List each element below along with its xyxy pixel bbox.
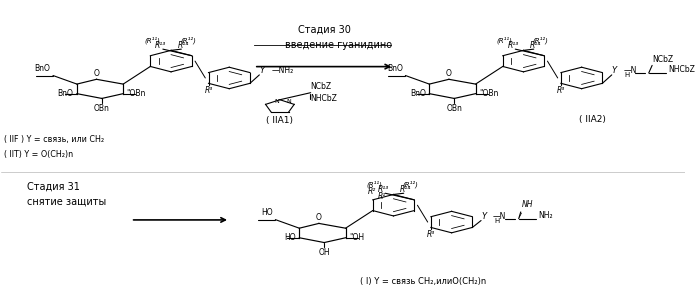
Text: OBn: OBn: [446, 104, 462, 113]
Text: Y: Y: [481, 212, 487, 221]
Text: O: O: [94, 69, 99, 78]
Text: (R¹¹): (R¹¹): [496, 37, 512, 44]
Text: снятие защиты: снятие защиты: [27, 197, 106, 207]
Text: —N: —N: [624, 66, 637, 75]
Text: BnO: BnO: [410, 89, 426, 98]
Text: N: N: [275, 99, 280, 104]
Text: N: N: [287, 99, 291, 104]
Text: R³: R³: [204, 86, 212, 95]
Text: BnO: BnO: [387, 64, 403, 73]
Text: Стадия 30: Стадия 30: [298, 25, 351, 35]
Text: OH: OH: [319, 248, 330, 257]
Text: NCbZ: NCbZ: [310, 82, 332, 91]
Text: R¹⁴: R¹⁴: [530, 41, 542, 50]
Text: (R¹²): (R¹²): [533, 37, 549, 44]
Text: ( IIA2): ( IIA2): [579, 115, 606, 124]
Text: OBn: OBn: [94, 104, 110, 113]
Text: (R¹²): (R¹²): [180, 37, 196, 44]
Text: —N: —N: [493, 212, 506, 221]
Text: ( IIA1): ( IIA1): [266, 116, 294, 125]
Text: H: H: [625, 72, 630, 78]
Text: R³: R³: [557, 86, 565, 95]
Text: введение гуанидино: введение гуанидино: [284, 40, 392, 50]
Text: Y: Y: [259, 66, 264, 75]
Text: R¹⁴: R¹⁴: [178, 41, 189, 50]
Text: R¹³: R¹³: [377, 185, 389, 194]
Text: Y: Y: [612, 66, 617, 75]
Text: BnO: BnO: [57, 89, 73, 98]
Text: H: H: [494, 218, 499, 224]
Text: (R¹¹): (R¹¹): [144, 37, 160, 44]
Text: O: O: [446, 69, 452, 78]
Text: HO: HO: [261, 208, 273, 217]
Text: NH: NH: [521, 201, 533, 209]
Text: "OH: "OH: [349, 233, 364, 242]
Text: "OBn: "OBn: [479, 89, 498, 98]
Text: R³: R³: [427, 230, 435, 239]
Text: NHCbZ: NHCbZ: [310, 94, 338, 103]
Text: NHCbZ: NHCbZ: [668, 65, 695, 74]
Text: R¹: R¹: [378, 192, 386, 201]
Text: Стадия 31: Стадия 31: [27, 181, 80, 191]
Text: ( IIT) Y = O(CH₂)n: ( IIT) Y = O(CH₂)n: [4, 150, 73, 159]
Text: R¹³: R¹³: [507, 41, 519, 50]
Text: R¹⁴: R¹⁴: [400, 185, 412, 194]
Text: HO: HO: [284, 233, 296, 242]
Text: ( I) Y = связь CH₂,илиO(CH₂)n: ( I) Y = связь CH₂,илиO(CH₂)n: [360, 277, 487, 286]
Text: O: O: [316, 213, 322, 222]
Text: NCbZ: NCbZ: [652, 55, 673, 64]
Text: —NH₂: —NH₂: [272, 66, 294, 75]
Text: "OBn: "OBn: [127, 89, 146, 98]
Text: (R¹²): (R¹²): [403, 181, 419, 188]
Text: R¹³: R¹³: [155, 41, 166, 50]
Text: BnO: BnO: [34, 64, 50, 73]
Text: R²: R²: [368, 187, 376, 196]
Text: (R¹¹): (R¹¹): [366, 181, 382, 188]
Text: ( IIF ) Y = связь, или CH₂: ( IIF ) Y = связь, или CH₂: [4, 135, 104, 144]
Text: NH₂: NH₂: [538, 211, 552, 220]
